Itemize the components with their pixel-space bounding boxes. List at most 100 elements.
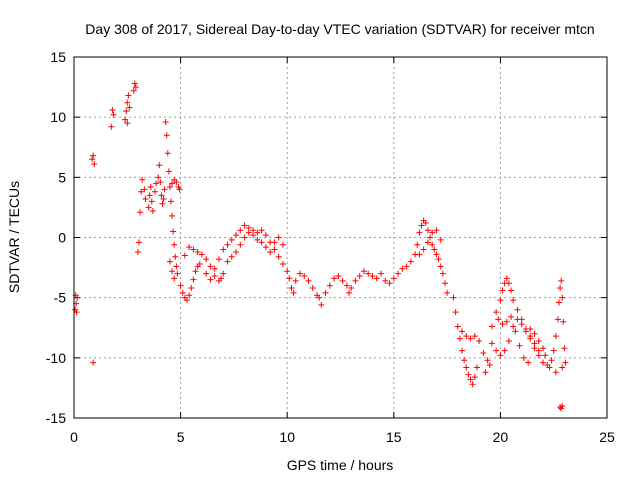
x-tick-label: 20 <box>493 429 509 445</box>
data-point <box>159 200 166 207</box>
data-point <box>171 275 178 282</box>
data-point <box>237 227 244 234</box>
data-point <box>284 268 291 275</box>
data-point <box>467 376 474 383</box>
data-point <box>488 340 495 347</box>
y-tick-label: 10 <box>50 109 66 125</box>
data-point <box>183 297 190 304</box>
data-point <box>157 179 164 186</box>
data-point <box>516 342 523 349</box>
x-tick-label: 25 <box>599 429 615 445</box>
data-point <box>245 224 252 231</box>
y-tick-label: 15 <box>50 49 66 65</box>
data-point <box>108 123 115 130</box>
data-point <box>162 118 169 125</box>
data-point <box>493 309 500 316</box>
data-point <box>373 275 380 282</box>
data-point <box>125 92 132 99</box>
data-point <box>279 260 286 267</box>
data-point <box>562 359 569 366</box>
axis-ticks: 0 5 10 15 20 25 -15 -10 -5 0 5 10 15 <box>46 49 615 445</box>
plot-frame <box>73 56 608 419</box>
data-point <box>497 352 504 359</box>
data-point <box>550 347 557 354</box>
data-point <box>418 222 425 229</box>
data-point <box>275 234 282 241</box>
data-point <box>471 374 478 381</box>
data-point <box>484 357 491 364</box>
x-axis-label: GPS time / hours <box>287 457 394 473</box>
data-point <box>237 241 244 248</box>
data-point <box>258 239 265 246</box>
data-point <box>207 276 214 283</box>
data-point <box>196 260 203 267</box>
data-point <box>416 229 423 236</box>
data-point <box>305 277 312 284</box>
data-point <box>348 285 355 292</box>
data-point <box>186 244 193 251</box>
data-point <box>527 333 534 340</box>
data-point <box>137 209 144 216</box>
data-point <box>171 241 178 248</box>
data-point <box>166 183 173 190</box>
data-point <box>459 328 466 335</box>
data-point <box>172 253 179 260</box>
data-point <box>439 270 446 277</box>
data-point <box>505 280 512 287</box>
data-point <box>139 176 146 183</box>
data-point <box>179 289 186 296</box>
data-point <box>527 325 534 332</box>
data-point <box>433 227 440 234</box>
chart-title: Day 308 of 2017, Sidereal Day-to-day VTE… <box>85 21 594 37</box>
data-point <box>493 347 500 354</box>
data-point <box>250 232 257 239</box>
data-point <box>91 161 98 168</box>
data-point <box>90 359 97 366</box>
data-point <box>190 246 197 253</box>
data-point <box>427 234 434 241</box>
data-point <box>109 106 116 113</box>
data-point <box>518 321 525 328</box>
y-tick-label: -5 <box>54 290 67 306</box>
data-point <box>124 120 131 127</box>
x-tick-label: 10 <box>279 429 295 445</box>
data-point <box>422 220 429 227</box>
data-point <box>433 251 440 258</box>
data-point <box>420 246 427 253</box>
data-point <box>407 258 414 265</box>
data-point <box>463 333 470 340</box>
data-point <box>554 316 561 323</box>
data-point <box>399 265 406 272</box>
data-point <box>437 236 444 243</box>
data-point <box>218 275 225 282</box>
data-point <box>211 265 218 272</box>
data-point <box>431 246 438 253</box>
data-point <box>558 277 565 284</box>
data-point <box>177 282 184 289</box>
data-point <box>339 277 346 284</box>
data-point <box>124 99 131 106</box>
data-point <box>292 277 299 284</box>
data-point <box>456 335 463 342</box>
data-point <box>416 251 423 258</box>
data-point <box>508 287 515 294</box>
data-point <box>552 333 559 340</box>
data-point <box>378 270 385 277</box>
data-point <box>190 276 197 283</box>
data-points <box>72 80 569 412</box>
data-point <box>131 80 138 87</box>
y-axis-label: SDTVAR / TECUs <box>6 181 22 293</box>
data-point <box>146 192 153 199</box>
data-point <box>275 253 282 260</box>
data-point <box>132 84 139 91</box>
data-point <box>224 258 231 265</box>
data-point <box>165 168 172 175</box>
y-tick-label: 0 <box>58 230 66 246</box>
data-point <box>559 364 566 371</box>
data-point <box>435 256 442 263</box>
data-point <box>552 369 559 376</box>
data-point <box>441 280 448 287</box>
x-tick-label: 15 <box>386 429 402 445</box>
data-point <box>138 188 145 195</box>
